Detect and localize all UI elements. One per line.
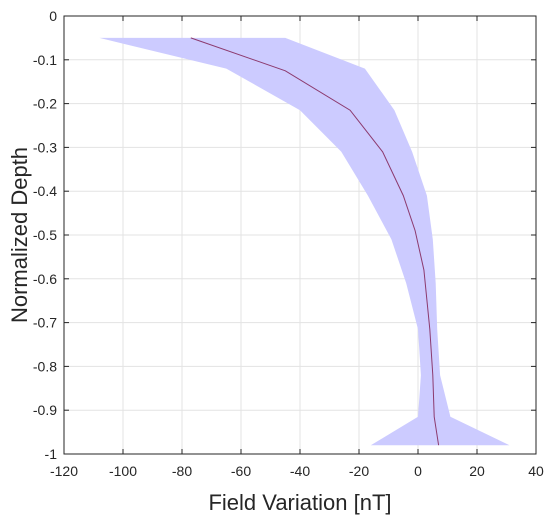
x-tick-label: 40 [528,463,544,479]
y-tick-label: -1 [45,446,58,462]
x-tick-label: 20 [469,463,485,479]
y-tick-label: -0.8 [33,358,57,374]
x-axis-title: Field Variation [nT] [208,490,391,515]
x-tick-label: -80 [172,463,192,479]
x-tick-label: -40 [290,463,310,479]
y-tick-label: -0.3 [33,139,57,155]
y-tick-label: -0.5 [33,227,57,243]
mean-series-line [190,37,440,446]
y-axis-title: Normalized Depth [7,147,32,323]
y-tick-label: -0.6 [33,271,57,287]
x-tick-label: 0 [414,463,422,479]
y-tick-label: 0 [49,8,57,24]
x-tick-label: -120 [50,463,78,479]
y-tick-label: -0.9 [33,402,57,418]
x-tick-label: -100 [109,463,137,479]
band-area [99,37,510,446]
x-tick-label: -20 [349,463,369,479]
y-axis-ticks: 0 -0.1 -0.2 -0.3 -0.4 -0.5 -0.6 -0.7 -0.8 -0.9 -1 [33,8,536,462]
y-tick-label: -0.2 [33,96,57,112]
grid-lines [64,16,536,454]
x-axis-ticks: -120 -100 -80 -60 -40 -20 0 20 40 [50,16,544,479]
uncertainty-band [99,37,510,446]
x-tick-label: -60 [231,463,251,479]
mean-line [190,37,440,446]
y-tick-label: -0.1 [33,52,57,68]
y-tick-label: -0.7 [33,315,57,331]
y-tick-label: -0.4 [33,183,57,199]
